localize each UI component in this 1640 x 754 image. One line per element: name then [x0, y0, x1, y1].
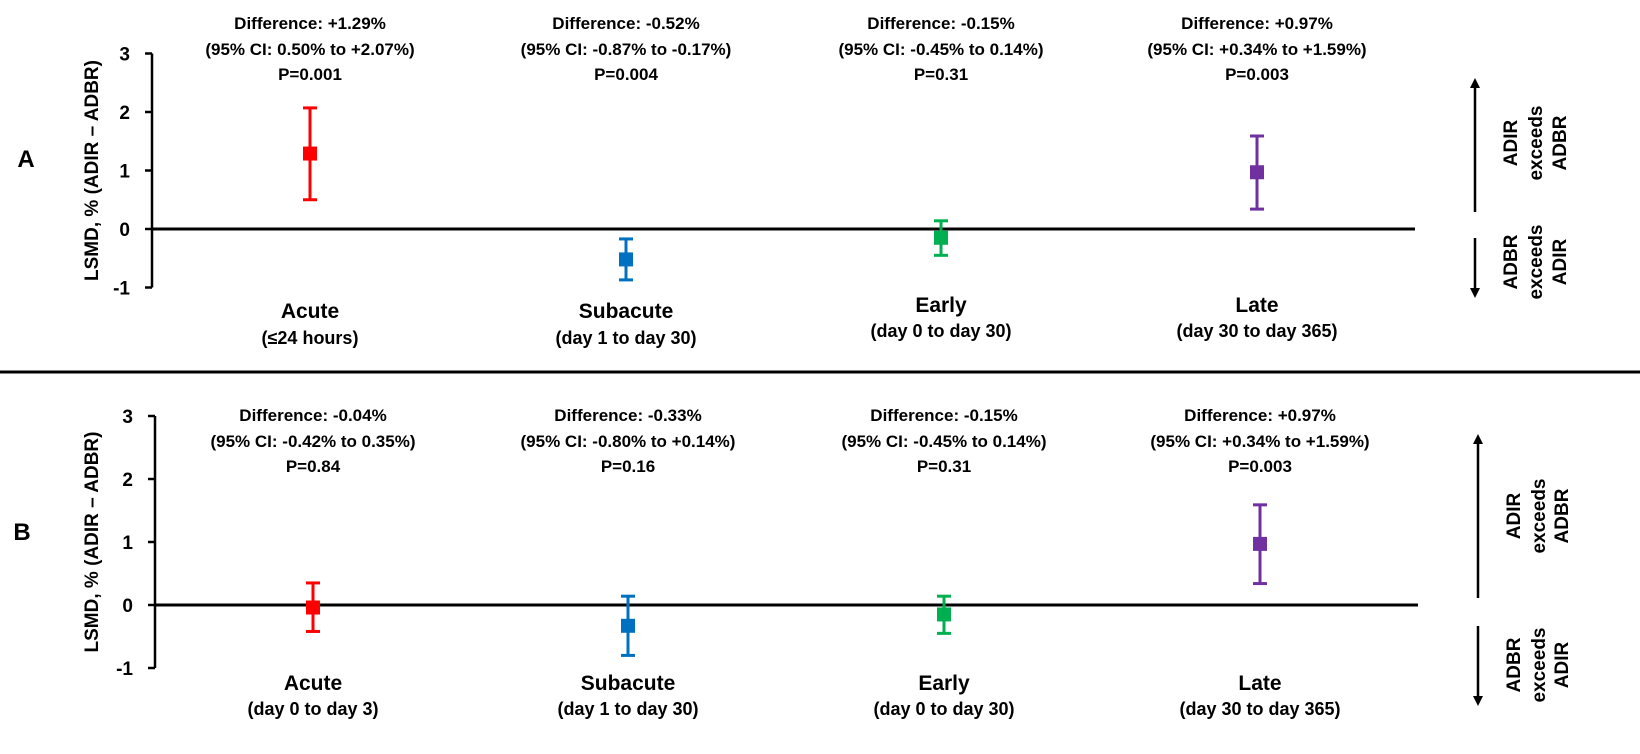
category-period-early-a: (day 0 to day 30) — [870, 321, 1011, 341]
point-marker-acute-b — [306, 600, 320, 615]
category-name-late-a: Late — [1235, 294, 1278, 317]
y-axis-label-a: LSMD, % (ADIR – ADBR) — [82, 60, 103, 281]
category-period-late-a: (day 30 to day 365) — [1176, 321, 1337, 341]
annotation-acute-a: (95% CI: 0.50% to +2.07%) — [205, 40, 414, 59]
category-period-early-b: (day 0 to day 30) — [873, 699, 1014, 719]
panel-a: A LSMD, % (ADIR – ADBR) 3 2 1 0 -1 Difference: … — [17, 14, 1571, 348]
category-name-subacute-b: Subacute — [581, 672, 676, 695]
annotation-subacute-b: (95% CI: -0.80% to +0.14%) — [521, 432, 736, 451]
side-label-lower-b: ADIR — [1552, 642, 1573, 689]
point-marker-late-b — [1253, 536, 1267, 551]
annotation-acute-b: (95% CI: -0.42% to 0.35%) — [210, 432, 415, 451]
point-marker-late-a — [1250, 165, 1264, 180]
annotation-subacute-a: (95% CI: -0.87% to -0.17%) — [521, 40, 732, 59]
side-label-lower-a: ADIR — [1550, 239, 1571, 286]
category-name-early-a: Early — [915, 294, 967, 317]
side-label-upper-a: ADBR — [1550, 115, 1571, 170]
side-label-upper-b: ADIR — [1504, 493, 1525, 540]
point-marker-subacute-a — [619, 252, 633, 267]
category-period-subacute-a: (day 1 to day 30) — [555, 328, 696, 348]
y-tick-label-a: 3 — [119, 45, 130, 66]
y-tick-label-b: 0 — [122, 596, 133, 617]
annotation-acute-b: P=0.84 — [286, 457, 341, 476]
y-tick-label-b: 3 — [122, 407, 133, 428]
point-marker-acute-a — [303, 146, 317, 161]
side-label-lower-a: ADBR — [1501, 234, 1522, 289]
y-tick-label-a: 2 — [119, 103, 130, 124]
arrow-down-head-a — [1470, 288, 1480, 298]
category-name-acute-b: Acute — [284, 672, 342, 695]
panel-label-b: B — [13, 519, 30, 546]
y-tick-label-a: 1 — [119, 162, 130, 183]
point-marker-early-b — [937, 607, 951, 622]
panel-label-a: A — [17, 146, 34, 173]
annotation-early-b: P=0.31 — [917, 457, 971, 476]
side-label-upper-b: exceeds — [1529, 478, 1550, 553]
category-name-early-b: Early — [918, 672, 970, 695]
arrow-up-head-a — [1470, 78, 1480, 88]
side-label-upper-a: ADIR — [1501, 120, 1522, 167]
annotation-late-b: P=0.003 — [1228, 457, 1292, 476]
annotation-acute-a: Difference: +1.29% — [234, 14, 386, 33]
point-marker-subacute-b — [621, 618, 635, 633]
annotation-early-a: Difference: -0.15% — [867, 14, 1014, 33]
panel-b: B LSMD, % (ADIR – ADBR) 3 2 1 0 -1 Difference: … — [13, 406, 1573, 719]
y-tick-label-b: -1 — [116, 659, 133, 680]
annotation-late-a: Difference: +0.97% — [1181, 14, 1333, 33]
annotation-early-a: P=0.31 — [914, 65, 968, 84]
side-label-upper-b: ADBR — [1552, 488, 1573, 543]
annotation-late-a: P=0.003 — [1225, 65, 1289, 84]
annotation-early-a: (95% CI: -0.45% to 0.14%) — [838, 40, 1043, 59]
category-period-late-b: (day 30 to day 365) — [1179, 699, 1340, 719]
annotation-early-b: Difference: -0.15% — [870, 406, 1017, 425]
annotation-late-a: (95% CI: +0.34% to +1.59%) — [1147, 40, 1366, 59]
category-name-late-b: Late — [1238, 672, 1281, 695]
annotation-acute-a: P=0.001 — [278, 65, 342, 84]
category-name-acute-a: Acute — [281, 300, 339, 323]
y-tick-label-a: -1 — [113, 279, 130, 300]
point-marker-early-a — [934, 230, 948, 245]
y-tick-label-b: 2 — [122, 470, 133, 491]
annotation-acute-b: Difference: -0.04% — [239, 406, 386, 425]
annotation-subacute-b: P=0.16 — [601, 457, 655, 476]
annotation-late-b: Difference: +0.97% — [1184, 406, 1336, 425]
side-label-lower-a: exceeds — [1526, 224, 1547, 299]
arrow-down-head-b — [1473, 696, 1483, 706]
annotation-late-b: (95% CI: +0.34% to +1.59%) — [1150, 432, 1369, 451]
annotation-subacute-a: P=0.004 — [594, 65, 658, 84]
annotation-subacute-b: Difference: -0.33% — [554, 406, 701, 425]
y-axis-label-b: LSMD, % (ADIR – ADBR) — [82, 432, 103, 653]
annotation-early-b: (95% CI: -0.45% to 0.14%) — [841, 432, 1046, 451]
side-label-lower-b: ADBR — [1504, 637, 1525, 692]
side-label-upper-a: exceeds — [1526, 105, 1547, 180]
y-tick-label-b: 1 — [122, 533, 133, 554]
side-label-lower-b: exceeds — [1529, 627, 1550, 702]
category-name-subacute-a: Subacute — [579, 300, 674, 323]
y-tick-label-a: 0 — [119, 220, 130, 241]
category-period-acute-b: (day 0 to day 3) — [247, 699, 378, 719]
arrow-up-head-b — [1473, 434, 1483, 444]
category-period-subacute-b: (day 1 to day 30) — [557, 699, 698, 719]
annotation-subacute-a: Difference: -0.52% — [552, 14, 699, 33]
category-period-acute-a: (≤24 hours) — [262, 328, 359, 348]
